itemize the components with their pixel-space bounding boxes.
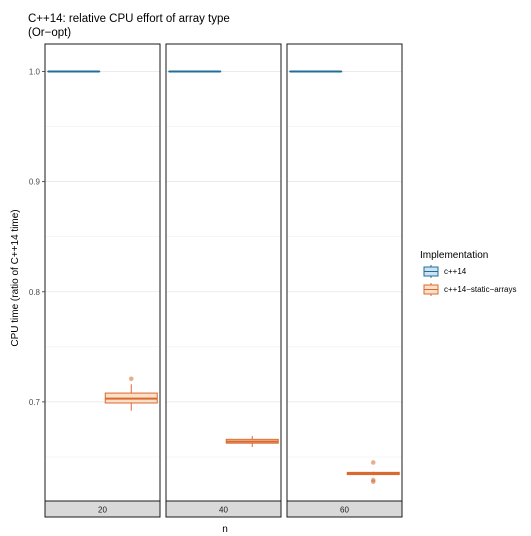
legend-key-c++14-static-arrays [423, 283, 439, 296]
facet-label-60: 60 [340, 506, 349, 515]
facet-strip-40 [165, 500, 282, 518]
facet-label-20: 20 [98, 506, 107, 515]
panel-background-40 [166, 44, 281, 501]
legend: Implementation c++14 c++14−static−arrays [420, 250, 516, 296]
y-axis: 0.7 0.8 0.9 1.0 [29, 68, 45, 407]
y-tick-label: 0.7 [29, 398, 41, 407]
legend-label-c++14-static-arrays: c++14−static−arrays [444, 285, 516, 294]
facet-strip-60 [286, 500, 403, 518]
box-c++14−static−arrays-n20 [104, 376, 158, 411]
chart-subtitle: (Or−opt) [28, 27, 71, 39]
legend-key-c++14 [423, 265, 439, 278]
panel-background-60 [287, 44, 402, 501]
box-c++14−static−arrays-n40 [225, 436, 279, 448]
outlier-point [370, 460, 376, 465]
facet-label-40: 40 [219, 506, 228, 515]
legend-title: Implementation [420, 250, 488, 261]
panel-background-20 [45, 44, 160, 501]
box-marks [47, 70, 400, 485]
legend-label-c++14: c++14 [444, 267, 467, 276]
x-axis-title: n [222, 524, 228, 535]
chart-title: C++14: relative CPU effort of array type [28, 13, 230, 25]
outlier-point [370, 479, 376, 485]
box-c++14−static−arrays-n60 [346, 460, 400, 485]
facet-panels: 20 40 60 [44, 43, 403, 518]
y-tick-label: 0.8 [29, 288, 41, 297]
y-tick-label: 1.0 [29, 68, 41, 77]
outlier-point [128, 376, 134, 382]
y-tick-label: 0.9 [29, 178, 41, 187]
facet-strip-20 [44, 500, 161, 518]
y-axis-title: CPU time (ratio of C++14 time) [10, 209, 21, 346]
